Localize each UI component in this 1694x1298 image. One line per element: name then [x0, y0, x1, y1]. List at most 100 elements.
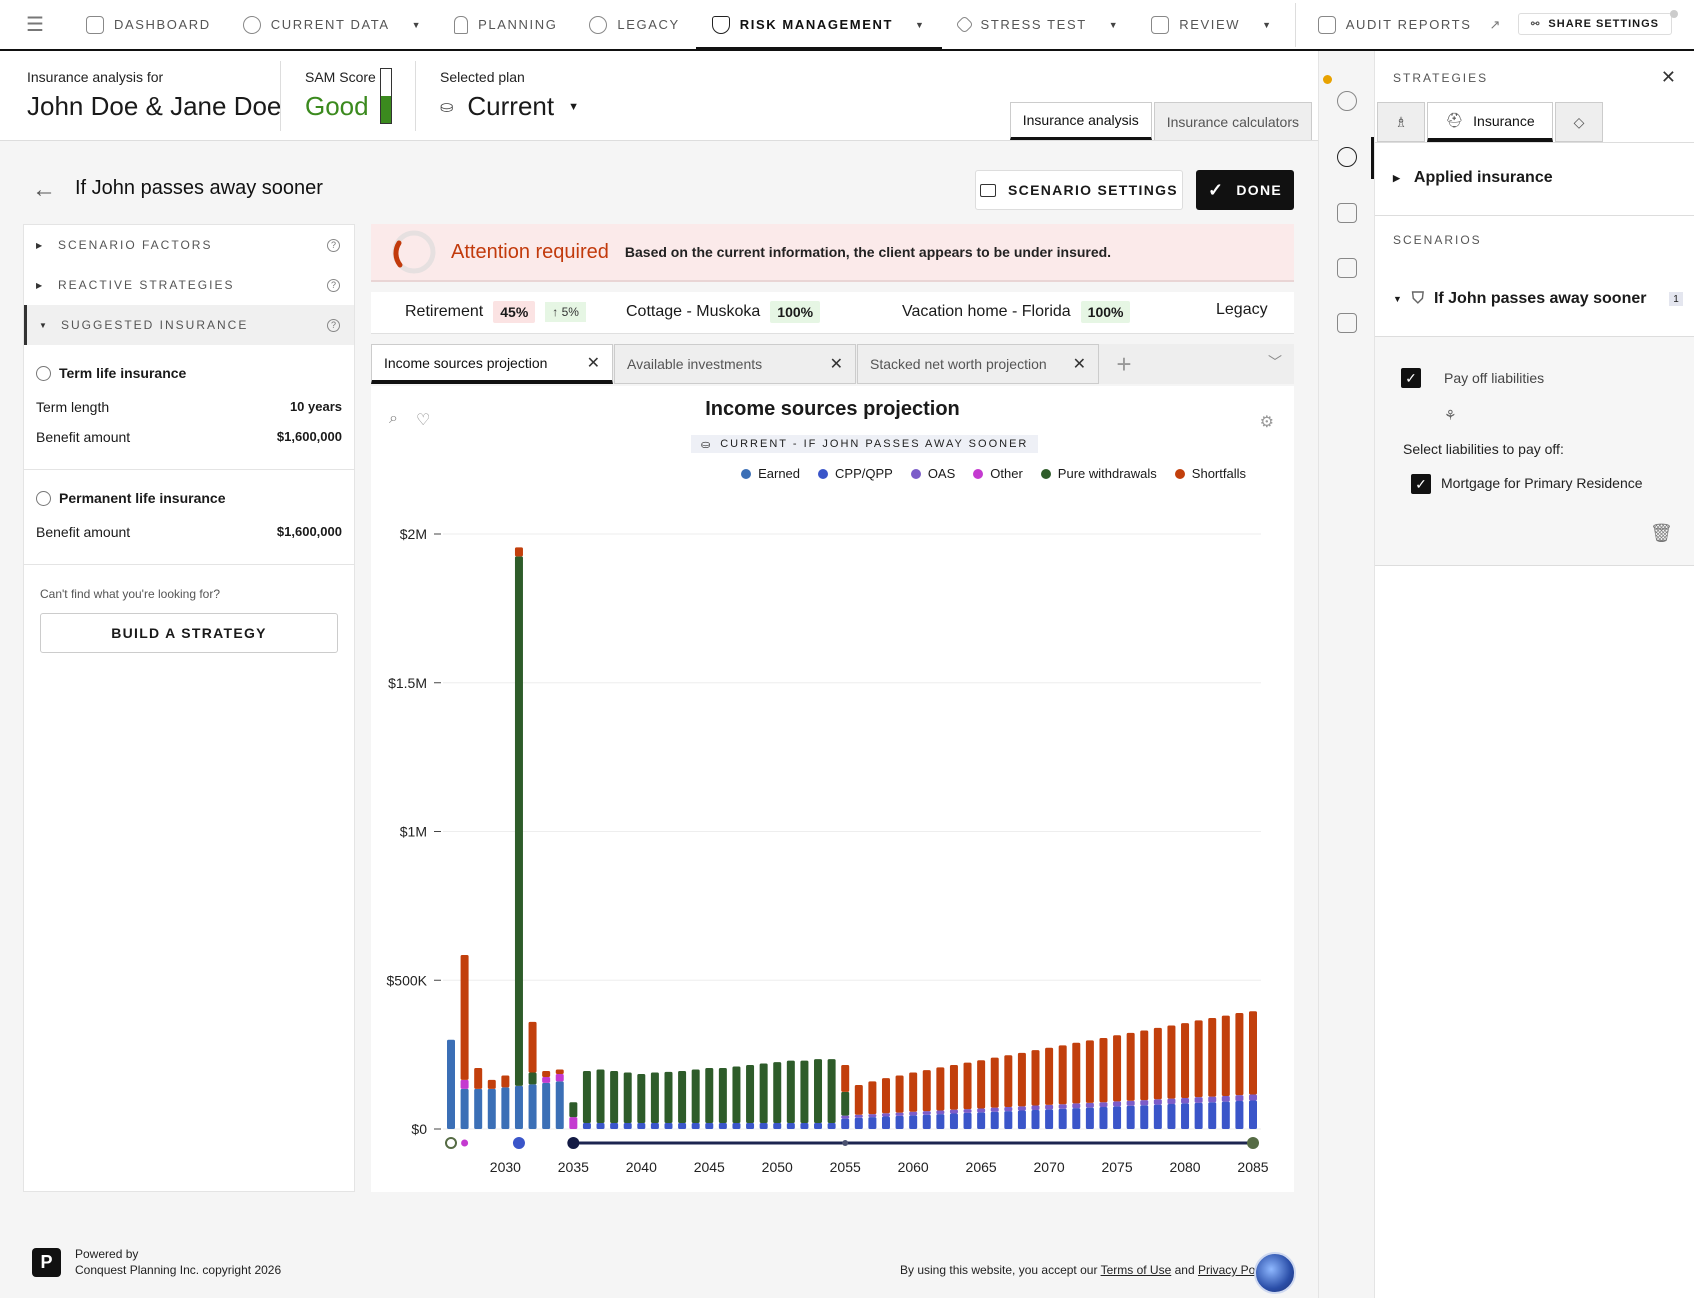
help-icon[interactable]: ? — [327, 278, 340, 292]
insurance-icon — [36, 365, 51, 381]
nav-review[interactable]: REVIEW ▼ — [1135, 0, 1288, 50]
privacy-policy-link[interactable]: Privacy Policy — [1197, 1263, 1273, 1277]
caret-down-icon[interactable]: ▼ — [915, 19, 926, 30]
scenario-settings-button[interactable]: SCENARIO SETTINGS — [975, 170, 1183, 210]
legend-item[interactable]: OAS — [910, 466, 955, 481]
tab-stress-test[interactable]: ◇ — [1555, 102, 1603, 142]
bar-segment — [977, 1112, 986, 1129]
tab-income-sources[interactable]: Income sources projection ✕ — [371, 344, 613, 384]
tab-insurance-analysis[interactable]: Insurance analysis — [1009, 102, 1152, 140]
chevron-down-icon[interactable]: ﹀ — [1268, 354, 1282, 370]
legend-item[interactable]: Other — [973, 466, 1023, 481]
tab-available-investments[interactable]: Available investments ✕ — [614, 344, 856, 384]
nav-current-data[interactable]: CURRENT DATA ▼ — [227, 0, 438, 50]
caret-down-icon[interactable]: ▼ — [1108, 19, 1120, 30]
bar-segment — [922, 1111, 931, 1115]
lightbulb-icon[interactable] — [1337, 91, 1357, 111]
conquest-logo: P — [32, 1248, 61, 1277]
close-icon[interactable]: ✕ — [829, 356, 843, 373]
x-tick-label: 2050 — [762, 1159, 793, 1175]
heart-icon[interactable]: ♡ — [415, 412, 431, 429]
bar-segment — [1113, 1106, 1122, 1129]
close-icon[interactable]: ✕ — [1072, 356, 1086, 373]
y-tick-label: $2M — [400, 526, 427, 542]
strategies-icon[interactable] — [1337, 147, 1357, 167]
bar-segment — [881, 1078, 890, 1114]
permanent-life-block[interactable]: Permanent life insurance Benefit amount … — [24, 470, 354, 565]
legend-swatch — [818, 468, 829, 479]
notes-icon[interactable] — [1337, 258, 1357, 278]
legend-swatch — [973, 468, 984, 479]
pay-off-checkbox[interactable]: ✓ — [1401, 368, 1421, 388]
nav-risk-management[interactable]: RISK MANAGEMENT ▼ — [695, 0, 942, 52]
caret-down-icon: ▼ — [1393, 294, 1402, 304]
tab-planning[interactable]: ♗ — [1377, 102, 1425, 142]
tab-insurance[interactable]: ⛑ Insurance — [1427, 102, 1553, 142]
nav-legacy[interactable]: LEGACY — [573, 0, 695, 50]
legend-item[interactable]: CPP/QPP — [818, 466, 893, 481]
nav-audit-reports[interactable]: AUDIT REPORTS ↗ — [1302, 0, 1518, 50]
x-tick-label: 2075 — [1101, 1159, 1132, 1175]
bar-segment — [800, 1123, 809, 1129]
sam-score-fill — [381, 96, 391, 123]
bar-segment — [949, 1065, 958, 1110]
share-settings-button[interactable]: ⚯ SHARE SETTINGS — [1518, 13, 1672, 35]
goal-percent: 100% — [1080, 301, 1131, 323]
close-icon[interactable]: ✕ — [1660, 67, 1676, 87]
plan-dropdown[interactable]: ⛀ Current ▼ — [440, 91, 579, 122]
help-icon[interactable]: ? — [327, 318, 340, 332]
share-icon: ⚯ — [1531, 18, 1541, 30]
goal-change-value: 5% — [561, 305, 579, 319]
zoom-icon[interactable]: ⌕ — [389, 410, 398, 427]
terms-of-use-link[interactable]: Terms of Use — [1100, 1263, 1172, 1277]
back-arrow-icon[interactable]: ← — [32, 176, 56, 203]
chart-tabs: Income sources projection ✕ Available in… — [371, 344, 1294, 384]
bar-segment — [841, 1065, 850, 1092]
bar-segment — [1099, 1037, 1108, 1103]
caret-down-icon[interactable]: ▼ — [1262, 19, 1273, 30]
goal-retirement[interactable]: Retirement 45% ↑ 5% — [405, 301, 586, 323]
accordion-suggested-insurance[interactable]: ▼ SUGGESTED INSURANCE ? — [24, 305, 354, 345]
gear-icon[interactable]: ⚙ — [1259, 414, 1274, 431]
goal-legacy[interactable]: Legacy — [1216, 301, 1268, 319]
mortgage-checkbox[interactable]: ✓ — [1411, 474, 1431, 494]
legend-item[interactable]: Shortfalls — [1174, 466, 1246, 481]
legend-item[interactable]: Pure withdrawals — [1040, 466, 1157, 481]
goal-vacation-home[interactable]: Vacation home - Florida 100% — [902, 301, 1131, 323]
bar-segment — [1208, 1018, 1217, 1097]
legend-item[interactable]: Earned — [741, 466, 800, 481]
insurance-icon: ⛑ — [1445, 112, 1464, 128]
nav-dashboard[interactable]: DASHBOARD — [70, 0, 227, 50]
caret-down-icon[interactable]: ▼ — [411, 19, 423, 30]
term-life-block[interactable]: Term life insurance Term length 10 years… — [24, 345, 354, 470]
close-icon[interactable]: ✕ — [586, 354, 600, 372]
bar-segment — [1249, 1100, 1257, 1129]
plan-header: Insurance analysis for John Doe & Jane D… — [0, 51, 1318, 141]
scenario-item[interactable]: ▼ ⛉ If John passes away sooner 1 — [1393, 290, 1683, 308]
menu-icon[interactable]: ☰ — [26, 14, 44, 36]
help-icon[interactable]: ? — [327, 238, 340, 252]
add-tab-icon[interactable]: + — [1116, 348, 1132, 379]
alert-title: Attention required — [451, 240, 609, 263]
selected-plan-block[interactable]: Selected plan ⛀ Current ▼ — [440, 51, 579, 141]
tab-stacked-net-worth[interactable]: Stacked net worth projection ✕ — [857, 344, 1099, 384]
clipboard-icon[interactable] — [1337, 203, 1357, 223]
nav-stress-test[interactable]: STRESS TEST ▼ — [942, 0, 1136, 50]
tab-insurance-calculators[interactable]: Insurance calculators — [1153, 102, 1312, 140]
bar-segment — [1221, 1095, 1230, 1102]
goal-cottage[interactable]: Cottage - Muskoka 100% — [626, 301, 821, 323]
nav-planning[interactable]: PLANNING — [438, 0, 573, 50]
applied-insurance-toggle[interactable]: ▶ Applied insurance — [1393, 169, 1553, 187]
build-strategy-button[interactable]: BUILD A STRATEGY — [40, 613, 338, 653]
trash-icon[interactable]: 🗑 — [1650, 523, 1673, 543]
bar-segment — [487, 1079, 496, 1089]
chat-assistant-icon[interactable] — [1254, 1252, 1296, 1294]
bar-segment — [1126, 1100, 1135, 1106]
chat-icon[interactable] — [1337, 313, 1357, 333]
permanent-life-title: Permanent life insurance — [36, 490, 342, 506]
bar-segment — [1208, 1096, 1217, 1103]
bar-segment — [1153, 1099, 1162, 1105]
done-button[interactable]: ✓ DONE — [1196, 170, 1294, 210]
accordion-scenario-factors[interactable]: ▶ SCENARIO FACTORS ? — [24, 225, 354, 265]
accordion-reactive-strategies[interactable]: ▶ REACTIVE STRATEGIES ? — [24, 265, 354, 305]
